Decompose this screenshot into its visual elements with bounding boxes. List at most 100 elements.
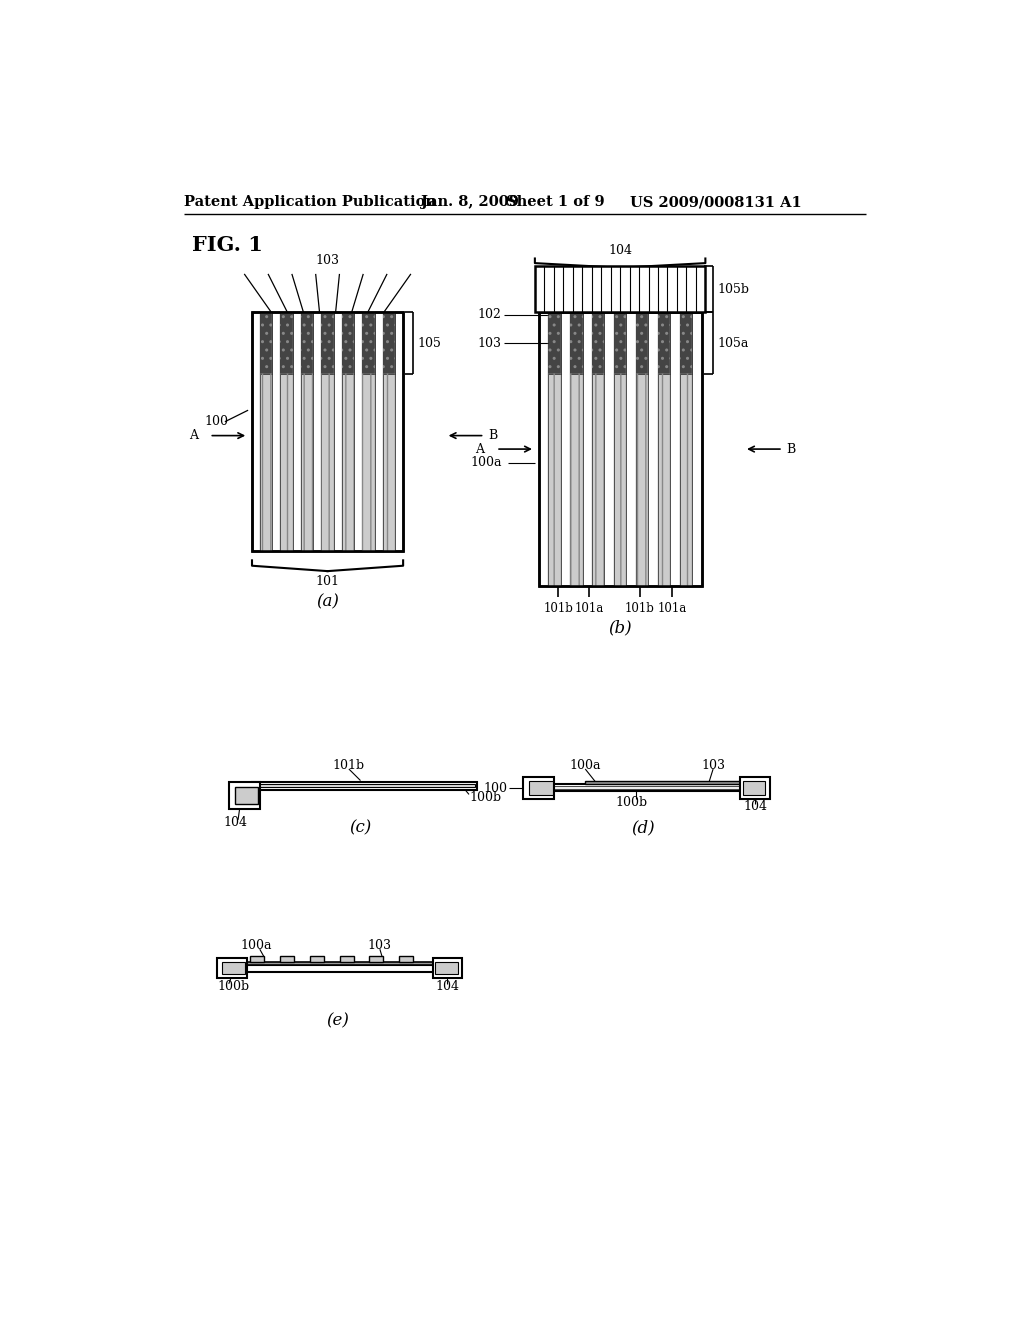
Bar — [614, 374, 627, 586]
Text: (a): (a) — [316, 594, 339, 610]
Bar — [592, 313, 604, 374]
Text: 100: 100 — [483, 781, 508, 795]
Bar — [362, 313, 375, 374]
Bar — [370, 956, 383, 962]
Bar — [322, 374, 334, 552]
Text: (b): (b) — [608, 619, 632, 636]
Bar — [614, 374, 627, 586]
Bar — [636, 374, 648, 586]
Bar — [310, 956, 324, 962]
Text: 105b: 105b — [717, 282, 749, 296]
Bar — [570, 374, 583, 586]
Bar — [636, 313, 648, 374]
Text: 100a: 100a — [240, 939, 271, 952]
Bar — [239, 962, 440, 965]
Text: 104: 104 — [743, 800, 767, 813]
Bar — [260, 313, 272, 374]
Bar — [362, 374, 375, 552]
Bar — [680, 374, 692, 586]
Text: 104: 104 — [223, 816, 247, 829]
Text: 104: 104 — [608, 244, 632, 257]
Bar — [535, 267, 706, 313]
Bar — [740, 777, 770, 799]
Bar — [251, 956, 264, 962]
Text: 100b: 100b — [615, 796, 648, 809]
Bar — [252, 781, 477, 789]
Bar — [222, 961, 245, 974]
Bar — [548, 313, 561, 374]
Bar — [636, 374, 648, 586]
Text: 103: 103 — [315, 253, 340, 267]
Bar — [260, 374, 272, 552]
Text: 101: 101 — [315, 576, 340, 589]
Bar — [281, 374, 293, 552]
Text: 100b: 100b — [217, 981, 249, 994]
Bar — [301, 374, 313, 552]
Text: B: B — [786, 442, 796, 455]
Text: 103: 103 — [477, 337, 502, 350]
Text: B: B — [488, 429, 498, 442]
Text: 104: 104 — [435, 981, 460, 994]
Text: 100: 100 — [204, 416, 228, 428]
Bar — [539, 313, 701, 586]
Bar — [362, 313, 375, 374]
Bar — [680, 313, 692, 374]
Bar — [614, 313, 627, 374]
Bar — [322, 313, 334, 374]
Bar — [742, 781, 765, 795]
Bar — [260, 313, 272, 374]
Bar — [234, 787, 258, 804]
Bar — [239, 965, 440, 972]
Text: 103: 103 — [368, 939, 392, 952]
Bar — [523, 777, 554, 799]
Text: 105: 105 — [417, 337, 441, 350]
Bar — [592, 374, 604, 586]
Bar — [657, 313, 670, 374]
Text: A: A — [475, 442, 484, 455]
Bar — [252, 784, 475, 788]
Bar — [342, 374, 354, 552]
Bar — [301, 313, 313, 374]
Bar — [342, 313, 354, 374]
Bar — [435, 961, 458, 974]
Bar — [340, 956, 353, 962]
Bar — [548, 374, 561, 586]
Bar — [657, 313, 670, 374]
Bar — [399, 956, 413, 962]
Bar — [342, 374, 354, 552]
Bar — [680, 313, 692, 374]
Bar — [657, 374, 670, 586]
Text: Jan. 8, 2009: Jan. 8, 2009 — [421, 195, 519, 210]
Bar — [281, 313, 293, 374]
Bar — [586, 781, 752, 784]
Bar — [432, 958, 462, 978]
Text: 101b: 101b — [544, 602, 573, 615]
Bar — [383, 313, 395, 374]
Bar — [301, 313, 313, 374]
Bar — [217, 958, 247, 978]
Bar — [362, 374, 375, 552]
Bar — [680, 374, 692, 586]
Bar — [548, 374, 561, 586]
Bar — [228, 781, 260, 809]
Bar — [592, 313, 604, 374]
Text: 105a: 105a — [717, 337, 749, 350]
Text: A: A — [188, 429, 198, 442]
Bar — [281, 374, 293, 552]
Text: 101a: 101a — [657, 602, 687, 615]
Text: 100a: 100a — [569, 759, 601, 772]
Text: (c): (c) — [349, 820, 372, 837]
Bar — [383, 313, 395, 374]
Text: 102: 102 — [477, 308, 502, 321]
Bar — [543, 785, 752, 789]
Text: 101a: 101a — [574, 602, 604, 615]
Bar — [322, 374, 334, 552]
Bar — [570, 313, 583, 374]
Bar — [592, 374, 604, 586]
Bar — [383, 374, 395, 552]
Text: 103: 103 — [701, 759, 725, 772]
Bar — [543, 784, 752, 792]
Bar — [657, 374, 670, 586]
Bar — [383, 374, 395, 552]
Bar — [301, 374, 313, 552]
